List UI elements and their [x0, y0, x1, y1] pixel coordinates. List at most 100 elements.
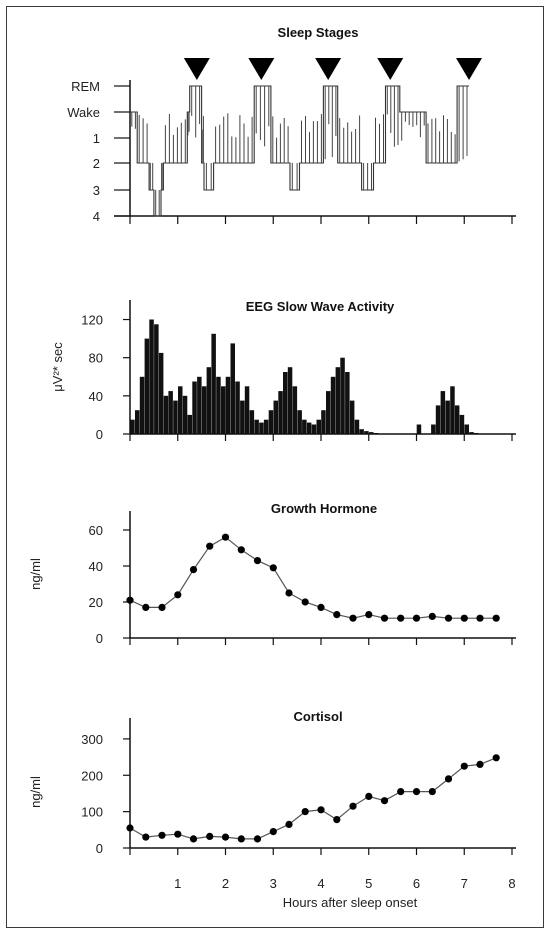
gh-title: Growth Hormone	[271, 501, 377, 516]
sleep-stage-label: REM	[71, 79, 100, 94]
gh-point	[412, 614, 421, 622]
eeg-bar	[163, 395, 169, 434]
eeg-y-tick-label: 120	[81, 313, 103, 328]
gh-y-label: ng/ml	[28, 558, 43, 590]
hypnogram-line	[130, 85, 469, 217]
gh-point	[269, 564, 277, 572]
eeg-bar	[359, 429, 364, 434]
cortisol-point	[444, 775, 453, 783]
rem-marker	[377, 58, 404, 80]
gh-point	[460, 614, 468, 622]
eeg-bar	[268, 410, 274, 434]
eeg-bar	[454, 405, 460, 434]
eeg-bar	[273, 400, 278, 434]
gh-point	[444, 614, 453, 622]
eeg-bar	[135, 410, 140, 434]
gh-point	[349, 614, 357, 622]
cortisol-point	[301, 808, 309, 816]
eeg-bar	[431, 424, 436, 434]
cortisol-point	[428, 788, 436, 796]
eeg-y-tick-label: 0	[96, 427, 103, 442]
eeg-bar	[130, 419, 135, 434]
x-tick-label: 4	[317, 876, 324, 891]
eeg-bar	[144, 338, 150, 434]
gh-point	[476, 614, 484, 622]
gh-point	[397, 614, 405, 622]
gh-point	[253, 557, 262, 565]
eeg-bar	[158, 352, 164, 434]
cortisol-line	[129, 757, 497, 840]
cortisol-point	[349, 802, 357, 810]
eeg-y-tick-label: 80	[89, 351, 103, 366]
x-tick-label: 6	[413, 876, 420, 891]
gh-y-tick-label: 60	[89, 523, 103, 538]
eeg-bar	[306, 422, 312, 434]
gh-point	[428, 612, 436, 621]
x-tick-label: 5	[365, 876, 372, 891]
gh-point	[206, 542, 214, 550]
eeg-bar	[206, 367, 212, 434]
cortisol-point	[380, 797, 389, 805]
x-tick-label: 3	[270, 876, 277, 891]
gh-point	[189, 566, 198, 574]
cortisol-point	[476, 760, 484, 769]
gh-point	[333, 611, 341, 619]
eeg-bar	[459, 414, 465, 434]
eeg-bar	[216, 376, 221, 434]
sleep-stage-label: 1	[93, 131, 100, 146]
gh-y-tick-label: 20	[89, 595, 103, 610]
x-tick-label: 8	[508, 876, 515, 891]
gh-point	[126, 596, 134, 604]
eeg-bar	[321, 410, 326, 434]
rem-marker	[315, 58, 342, 80]
gh-point	[285, 589, 293, 597]
cortisol-point	[397, 788, 405, 796]
cortisol-point	[174, 830, 182, 838]
gh-point	[380, 614, 389, 622]
sleep-stage-label: 2	[93, 156, 100, 171]
rem-marker	[248, 58, 275, 80]
gh-point	[492, 614, 500, 622]
eeg-bar	[192, 381, 197, 434]
figure-frame	[6, 6, 544, 928]
gh-point	[365, 611, 373, 619]
eeg-bar	[211, 333, 216, 434]
eeg-bar	[249, 410, 255, 434]
gh-point	[174, 591, 182, 599]
rem-marker	[456, 58, 483, 80]
cortisol-point	[253, 835, 262, 843]
cortisol-y-tick-label: 100	[81, 805, 103, 820]
cortisol-point	[158, 831, 166, 839]
eeg-bar	[201, 386, 207, 434]
eeg-y-label: μV²* sec	[50, 342, 65, 392]
cortisol-point	[492, 754, 500, 762]
eeg-bar	[469, 432, 474, 434]
eeg-bar	[373, 433, 379, 434]
eeg-bar	[297, 410, 302, 434]
gh-point	[237, 546, 245, 554]
gh-y-tick-label: 40	[89, 559, 103, 574]
x-tick-label: 2	[222, 876, 229, 891]
eeg-bar	[254, 419, 259, 434]
eeg-bar	[178, 386, 183, 434]
cortisol-point	[333, 816, 341, 824]
eeg-bar	[240, 400, 245, 434]
x-tick-label: 1	[174, 876, 181, 891]
eeg-bar	[235, 381, 240, 434]
cortisol-point	[142, 833, 150, 841]
eeg-bar	[139, 376, 145, 434]
eeg-bar	[230, 343, 235, 434]
cortisol-point	[317, 806, 325, 814]
eeg-bar	[197, 376, 202, 434]
cortisol-point	[237, 835, 245, 843]
eeg-bar	[445, 400, 450, 434]
gh-point	[221, 533, 230, 541]
eeg-y-tick-label: 40	[89, 389, 103, 404]
eeg-bar	[287, 367, 293, 434]
cortisol-point	[206, 832, 214, 841]
rem-marker	[183, 58, 210, 80]
cortisol-point	[460, 762, 468, 770]
eeg-bar	[302, 419, 307, 434]
eeg-bar	[450, 386, 455, 434]
